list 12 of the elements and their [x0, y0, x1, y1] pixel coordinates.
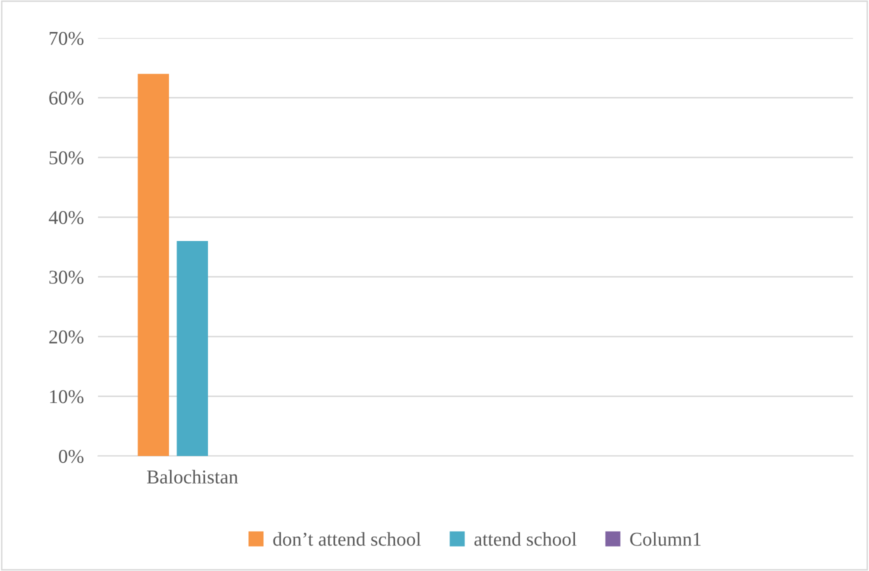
y-tick-label: 10%: [50, 390, 84, 404]
x-tick-label: Balochistan: [147, 470, 238, 484]
legend-label: attend school: [474, 532, 577, 546]
y-tick-label: 0%: [58, 450, 84, 463]
y-tick-label: 50%: [50, 151, 84, 164]
y-tick-label: 60%: [49, 92, 84, 105]
y-tick-label: 30%: [49, 270, 84, 284]
y-tick-label: 40%: [48, 210, 84, 224]
legend-label: don’t attend school: [273, 532, 421, 546]
y-tick-label: 70%: [50, 32, 84, 45]
y-tick-label: 20%: [49, 330, 84, 344]
legend-label: Column1: [630, 532, 701, 546]
